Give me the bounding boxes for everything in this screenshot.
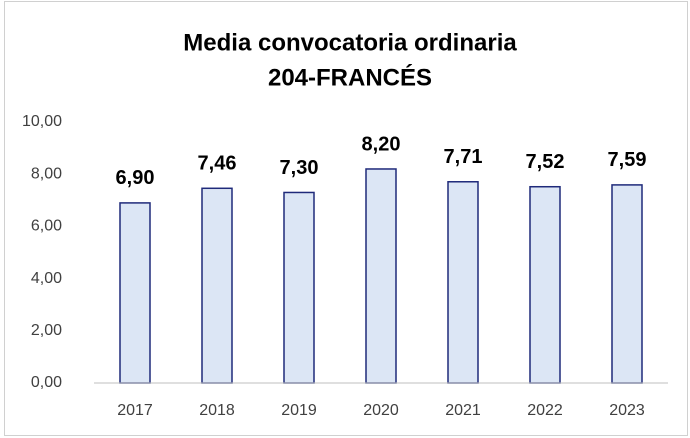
x-tick-label: 2020 [363,402,399,419]
x-tick-label: 2022 [527,402,563,419]
value-label: 7,46 [198,153,237,175]
bar [529,185,561,384]
bar [611,184,643,384]
bar [283,191,315,384]
y-tick-label: 0,00 [31,374,62,391]
x-tick-label: 2023 [609,402,645,419]
value-label: 7,71 [444,146,483,168]
bar [365,168,397,384]
y-tick-label: 2,00 [31,322,62,339]
x-tick-label: 2018 [199,402,235,419]
value-label: 6,90 [116,167,155,189]
x-tick-label: 2017 [117,402,153,419]
chart-subtitle: 204-FRANCÉS [268,63,432,91]
bar [447,181,479,384]
value-label: 7,30 [280,157,319,179]
bar [201,187,233,384]
y-tick-label: 10,00 [22,113,62,130]
value-label: 7,59 [608,149,647,171]
x-tick-label: 2019 [281,402,317,419]
y-tick-label: 4,00 [31,270,62,287]
y-tick-label: 6,00 [31,218,62,235]
x-tick-label: 2021 [445,402,481,419]
chart-border [4,1,688,436]
value-label: 7,52 [526,151,565,173]
y-tick-label: 8,00 [31,165,62,182]
chart-title: Media convocatoria ordinaria [183,29,517,56]
value-label: 8,20 [362,133,401,155]
bar [119,202,151,384]
